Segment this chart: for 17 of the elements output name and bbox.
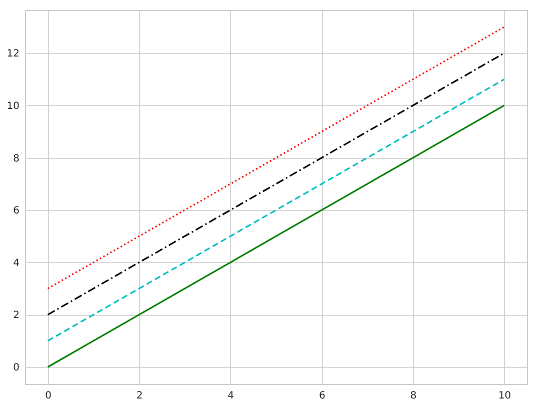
x-tick-label: 8 [410,390,417,402]
x-tick-label: 10 [498,390,512,402]
line-series [47,52,505,316]
line-series [47,26,505,290]
y-tick-label: 10 [6,100,20,112]
line-series [47,78,505,342]
x-tick-label: 4 [228,390,234,402]
y-tick-label: 6 [13,206,20,217]
y-tick-label: 0 [13,362,20,374]
x-tick-label: 2 [136,390,143,402]
line-series [47,104,505,368]
y-tick-label: 2 [13,310,20,322]
y-tick-label: 12 [6,48,20,60]
y-tick-label: 4 [13,258,20,269]
y-tick-label: 8 [13,153,20,164]
x-tick-label: 0 [45,390,52,402]
x-tick-label: 6 [318,390,326,402]
